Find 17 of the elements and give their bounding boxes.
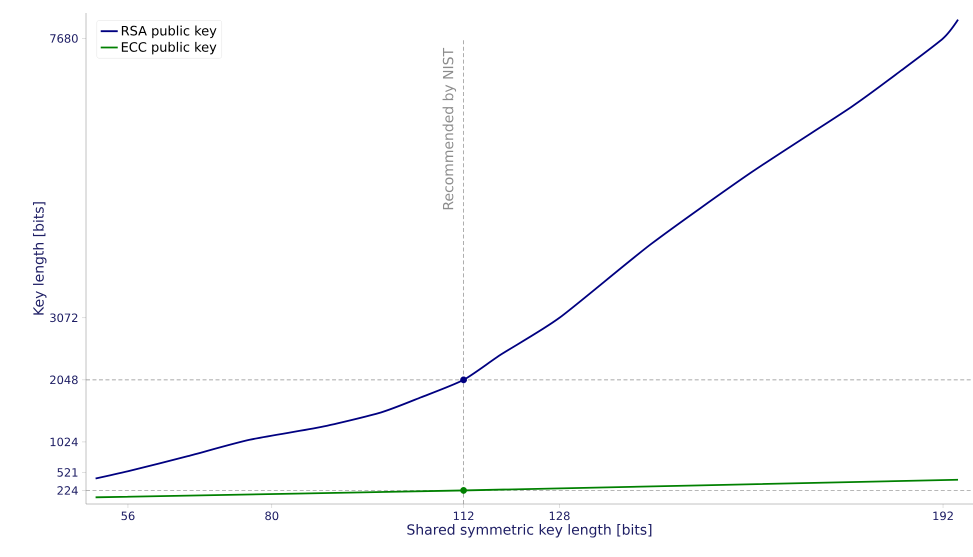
line-series bbox=[94, 18, 959, 480]
y-tick-label: 7680 bbox=[50, 34, 78, 43]
y-axis-title: Key length [bits] bbox=[32, 202, 46, 315]
y-tick-label: 1024 bbox=[50, 438, 78, 446]
y-tick-label: 2048 bbox=[50, 376, 78, 384]
y-tick-label: 521 bbox=[58, 468, 78, 477]
x-axis-title: Shared symmetric key length [bits] bbox=[407, 524, 652, 538]
x-tick-label: 192 bbox=[933, 512, 953, 520]
ref-line-label: Recommended by NIST bbox=[442, 48, 456, 210]
y-tick-label: 3072 bbox=[50, 313, 78, 322]
x-tick-label: 112 bbox=[454, 512, 474, 520]
x-tick-label: 128 bbox=[550, 512, 570, 520]
legend-label: RSA public key bbox=[122, 26, 216, 38]
x-tick-label: 56 bbox=[122, 512, 135, 520]
x-tick-label: 80 bbox=[265, 512, 278, 520]
y-tick-label: 224 bbox=[57, 486, 78, 495]
legend-label: ECC public key bbox=[122, 42, 216, 54]
